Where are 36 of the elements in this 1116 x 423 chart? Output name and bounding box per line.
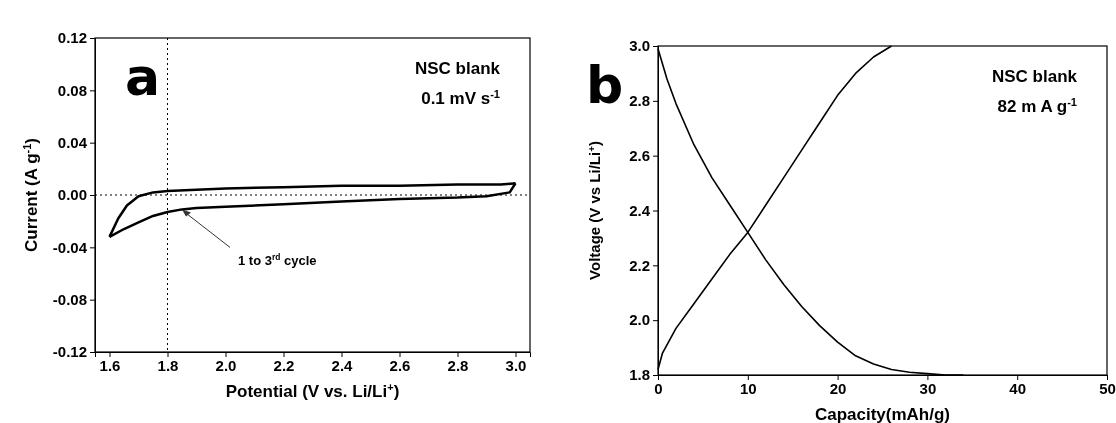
y-tick-label: 2.4: [629, 201, 651, 219]
annotation: 1 to 3$^{rd}$ cycle: [238, 252, 317, 269]
text: b: [586, 55, 624, 115]
x-tick-label: 0: [654, 379, 663, 397]
y-tick-label: -0.08: [52, 290, 87, 308]
x-tick-label: 3.0: [505, 356, 527, 374]
y-tick-label: 2.2: [629, 256, 650, 274]
x-tick-label: 1.6: [99, 356, 121, 374]
x-tick-label: 2.4: [331, 356, 354, 374]
y-tick-label: 3.0: [629, 37, 650, 55]
x-tick-label: 2.0: [215, 356, 237, 374]
y-tick-label: 2.8: [629, 92, 650, 110]
x-tick-label: 2.8: [447, 356, 469, 374]
x-tick-label: 30: [919, 379, 937, 397]
annotation: 82 m A g$^{-1}$: [997, 96, 1077, 116]
x-tick-label: 1.8: [157, 356, 179, 374]
annotation: a: [125, 47, 161, 107]
y-tick-label: 0.00: [57, 186, 87, 204]
y-tick-label: -0.04: [52, 238, 88, 256]
x-tick-label: 2.6: [389, 356, 411, 374]
annotation: NSC blank: [414, 59, 501, 78]
x-tick-label: 20: [829, 379, 847, 397]
x-axis-title: Capacity(mAh/g): [814, 405, 951, 423]
y-tick-label: 2.6: [629, 146, 650, 164]
x-tick-label: 50: [1099, 379, 1116, 397]
y-tick-label: 0.12: [57, 29, 87, 47]
y-tick-label: -0.12: [52, 343, 87, 361]
y-tick-label: 0.08: [57, 81, 87, 99]
x-tick-label: 40: [1009, 379, 1027, 397]
x-tick-label: 10: [739, 379, 757, 397]
annotation: 0.1 mV s$^{-1}$: [421, 88, 500, 108]
annotation: NSC blank: [991, 67, 1078, 86]
y-tick-label: 0.04: [57, 133, 88, 151]
x-tick-label: 2.2: [273, 356, 295, 374]
y-tick-label: 2.0: [629, 311, 650, 329]
x-axis-title: Potential (V vs. Li/Li$^{+}$): [225, 381, 400, 401]
